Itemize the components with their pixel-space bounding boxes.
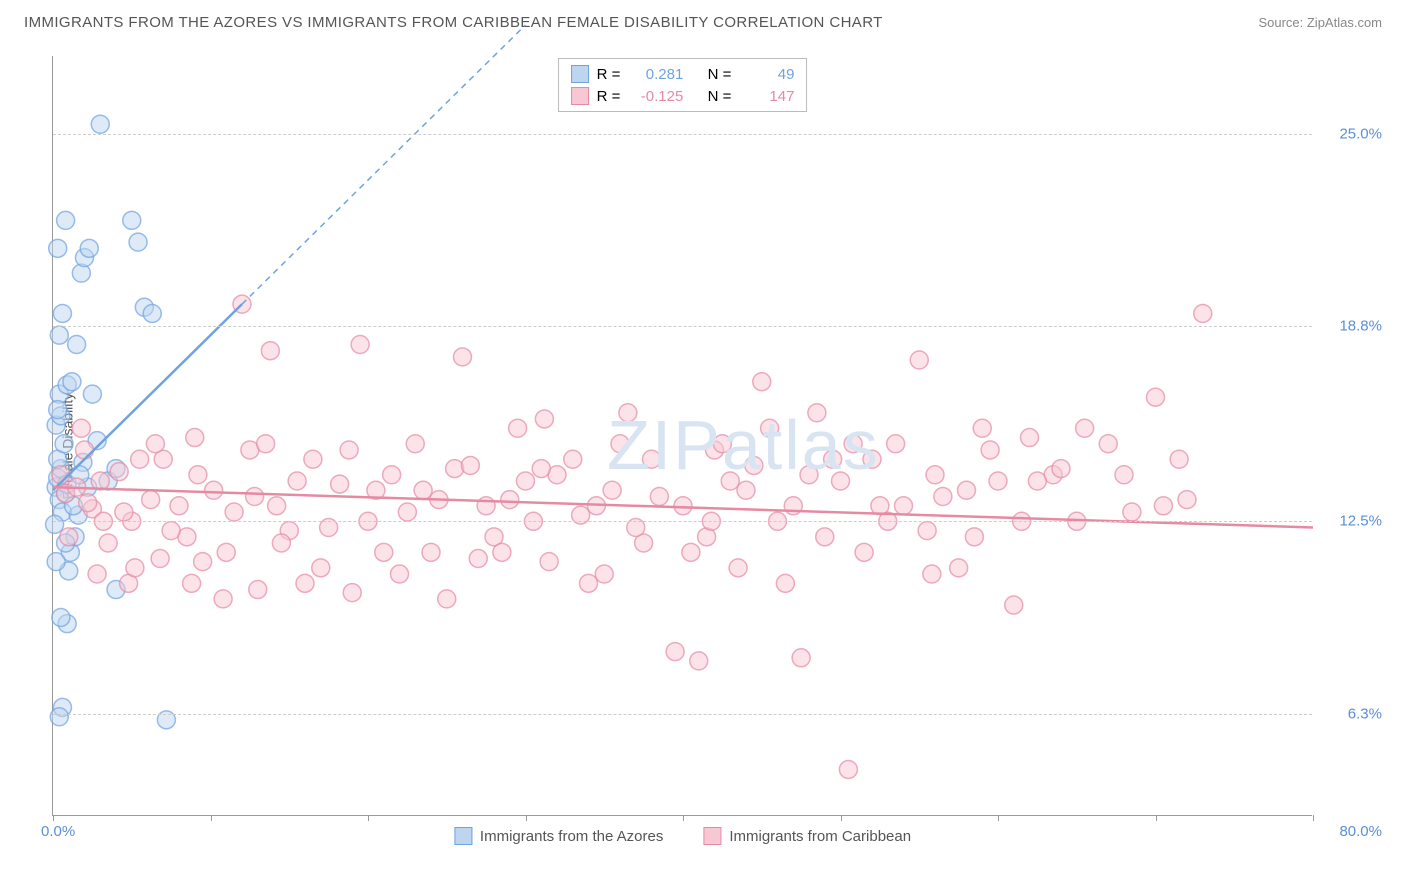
swatch-icon — [571, 65, 589, 83]
swatch-icon — [454, 827, 472, 845]
stats-row-series1: R = 0.281 N = 49 — [571, 63, 795, 85]
source-attribution: Source: ZipAtlas.com — [1258, 15, 1382, 30]
n-label: N = — [708, 88, 732, 105]
scatter-svg — [53, 56, 1312, 815]
legend-label-1: Immigrants from the Azores — [480, 828, 663, 845]
n-value-2: 147 — [739, 88, 794, 105]
r-label: R = — [597, 88, 621, 105]
r-value-1: 0.281 — [628, 66, 683, 83]
swatch-icon — [703, 827, 721, 845]
legend-item-1: Immigrants from the Azores — [454, 827, 663, 845]
x-min-label: 0.0% — [41, 823, 75, 840]
legend-item-2: Immigrants from Caribbean — [703, 827, 911, 845]
bottom-legend: Immigrants from the Azores Immigrants fr… — [454, 827, 911, 845]
y-tick-label: 6.3% — [1322, 705, 1382, 722]
chart-title: IMMIGRANTS FROM THE AZORES VS IMMIGRANTS… — [24, 14, 883, 31]
swatch-icon — [571, 87, 589, 105]
title-bar: IMMIGRANTS FROM THE AZORES VS IMMIGRANTS… — [24, 14, 1382, 31]
plot-area: ZIPatlas R = 0.281 N = 49 R = -0.125 N =… — [52, 56, 1312, 816]
legend-label-2: Immigrants from Caribbean — [729, 828, 911, 845]
r-value-2: -0.125 — [628, 88, 683, 105]
stats-row-series2: R = -0.125 N = 147 — [571, 85, 795, 107]
r-label: R = — [597, 66, 621, 83]
y-tick-label: 25.0% — [1322, 125, 1382, 142]
y-tick-label: 12.5% — [1322, 513, 1382, 530]
y-tick-label: 18.8% — [1322, 317, 1382, 334]
n-label: N = — [708, 66, 732, 83]
x-max-label: 80.0% — [1339, 823, 1382, 840]
n-value-1: 49 — [739, 66, 794, 83]
stats-legend-box: R = 0.281 N = 49 R = -0.125 N = 147 — [558, 58, 808, 112]
